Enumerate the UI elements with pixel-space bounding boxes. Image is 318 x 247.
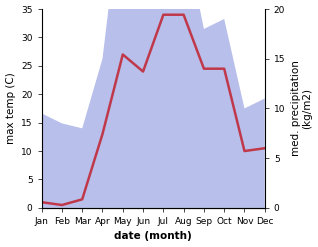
Y-axis label: max temp (C): max temp (C) — [5, 73, 16, 144]
Y-axis label: med. precipitation
(kg/m2): med. precipitation (kg/m2) — [291, 61, 313, 156]
X-axis label: date (month): date (month) — [114, 231, 192, 242]
